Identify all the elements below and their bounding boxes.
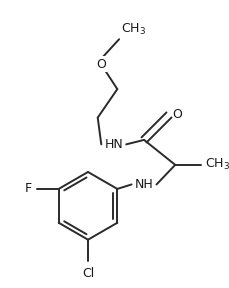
Text: O: O: [172, 109, 182, 122]
Text: CH$_3$: CH$_3$: [120, 22, 145, 37]
Text: Cl: Cl: [82, 267, 94, 280]
Text: F: F: [25, 182, 32, 195]
Text: HN: HN: [104, 138, 123, 151]
Text: NH: NH: [134, 178, 153, 191]
Text: O: O: [96, 58, 106, 71]
Text: CH$_3$: CH$_3$: [204, 157, 229, 173]
